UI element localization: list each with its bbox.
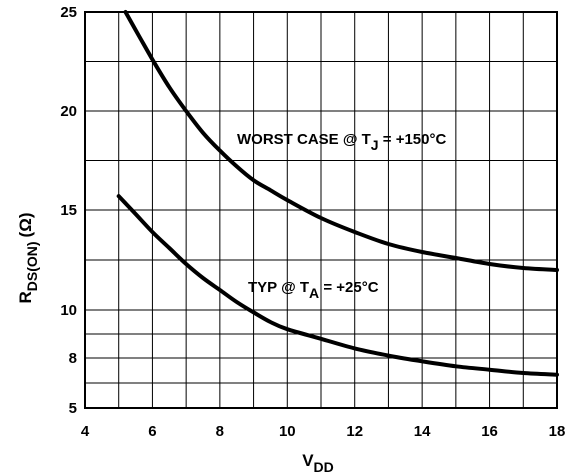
grid [85, 12, 557, 408]
y-tick-label: 5 [69, 400, 77, 417]
plot-frame [84, 11, 558, 409]
y-axis-label-subscript: DS(ON) [24, 241, 40, 291]
worst-case-annotation: WORST CASE @ TJ = +150°C [237, 131, 446, 153]
y-tick-label: 25 [60, 4, 77, 21]
x-axis-label: VDD [302, 451, 334, 473]
typ-curve [116, 194, 559, 377]
x-tick-label: 8 [216, 423, 224, 440]
y-tick-label: 10 [60, 302, 77, 319]
x-tick-label: 4 [81, 423, 90, 440]
x-tick-label: 18 [549, 423, 566, 440]
y-tick-label: 20 [60, 103, 77, 120]
y-tick-label: 15 [60, 202, 77, 219]
x-axis-label-subscript: DD [314, 459, 334, 473]
x-axis-label-main: V [302, 451, 314, 470]
worst-case-curve [123, 10, 559, 272]
x-tick-label: 16 [481, 423, 498, 440]
x-tick-label: 10 [279, 423, 296, 440]
y-axis-label-main: R [16, 291, 35, 303]
y-axis-label-unit: (Ω) [16, 212, 35, 237]
x-tick-label: 12 [346, 423, 363, 440]
y-tick-labels: 5 8 10 15 20 25 [60, 4, 77, 417]
y-tick-label: 8 [69, 350, 77, 367]
x-tick-label: 6 [148, 423, 156, 440]
x-tick-labels: 4 6 8 10 12 14 16 18 [81, 423, 566, 440]
x-tick-label: 14 [414, 423, 431, 440]
y-axis-label: RDS(ON) (Ω) [16, 212, 40, 303]
typ-annotation: TYP @ TA = +25°C [248, 279, 379, 301]
curves [116, 10, 559, 377]
